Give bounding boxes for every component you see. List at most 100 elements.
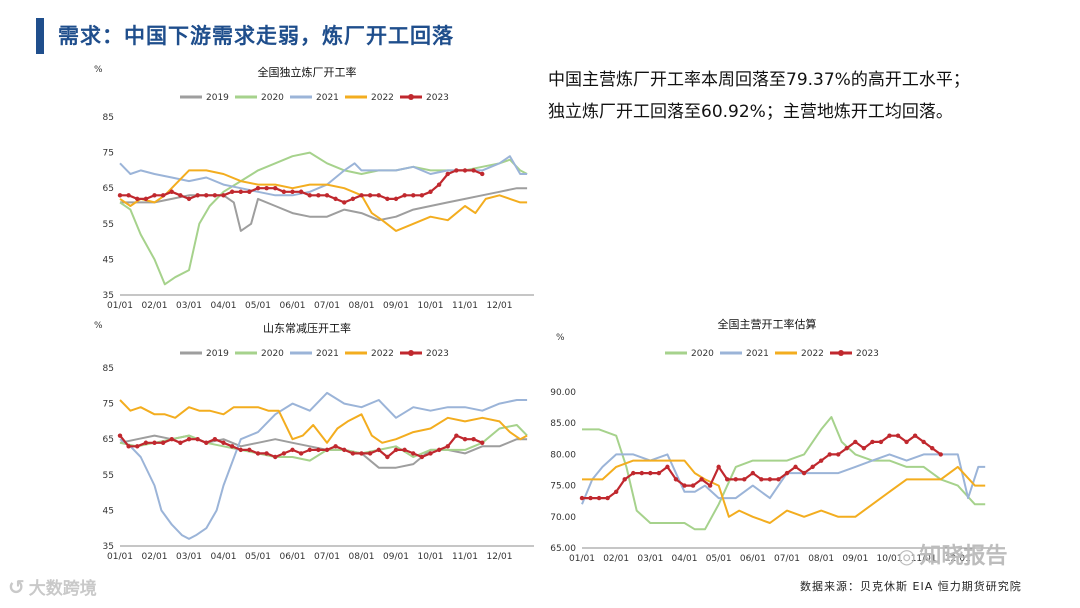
series-point-2023 <box>471 437 476 442</box>
x-tick-label: 09/01 <box>383 301 409 311</box>
series-point-2023 <box>376 193 381 198</box>
series-point-2023 <box>152 193 157 198</box>
legend-label-2021: 2021 <box>746 349 769 359</box>
series-line-2021 <box>581 453 986 505</box>
legend-label-2021: 2021 <box>316 349 339 359</box>
legend-label-2021: 2021 <box>316 93 339 103</box>
x-tick-label: 04/01 <box>672 554 698 564</box>
series-point-2023 <box>665 464 670 470</box>
series-point-2023 <box>776 477 781 482</box>
y-tick-label: 35 <box>103 542 114 552</box>
x-tick-label: 12/01 <box>487 552 513 562</box>
series-point-2023 <box>143 196 149 202</box>
x-tick-label: 06/01 <box>280 301 306 311</box>
series-point-2023 <box>333 444 338 449</box>
series-point-2023 <box>229 444 235 449</box>
series-line-2020 <box>582 416 986 531</box>
x-tick-label: 10/01 <box>418 552 444 562</box>
series-point-2023 <box>186 437 192 442</box>
series-point-2023 <box>428 451 433 456</box>
x-tick-label: 01/01 <box>569 554 595 564</box>
legend-label-2020: 2020 <box>261 349 284 359</box>
x-tick-label: 04/01 <box>211 552 237 562</box>
series-point-2023 <box>844 445 849 451</box>
chart-shandong-distillation: 山东常减压开工率% 2019 2020 2021 2022 2023 35 45 55 65 75 8… <box>94 321 534 562</box>
x-tick-label: 07/01 <box>314 552 340 562</box>
series-point-2023 <box>733 477 738 482</box>
series-point-2023 <box>436 182 442 187</box>
chart-title: 全国主营开工率估算 <box>718 317 817 331</box>
series-point-2023 <box>298 189 304 194</box>
x-tick-label: 05/01 <box>245 301 271 311</box>
series-line-2022 <box>119 399 528 444</box>
y-axis-unit: % <box>94 65 103 75</box>
series-point-2023 <box>750 470 756 476</box>
x-tick-label: 02/01 <box>603 554 629 564</box>
series-line-2022 <box>119 169 528 232</box>
series-line-2023 <box>582 434 942 500</box>
series-point-2023 <box>376 447 381 453</box>
series-point-2023 <box>160 440 166 445</box>
series-point-2023 <box>930 445 935 451</box>
watermark-left: ↺ 大数跨境 <box>8 574 97 599</box>
x-tick-label: 09/01 <box>383 552 409 562</box>
series-point-2023 <box>247 447 252 453</box>
series-point-2023 <box>247 189 252 194</box>
chart-independent-refinery: 全国独立炼厂开工率% 2019 2020 2021 2022 2023 35 45 55 65 75… <box>94 65 534 311</box>
series-point-2023 <box>195 437 200 442</box>
series-point-2023 <box>673 477 679 482</box>
chart-title: 山东常减压开工率 <box>263 321 351 335</box>
series-line-2021 <box>119 391 528 540</box>
y-tick-label: 75 <box>103 400 114 410</box>
series-point-2023 <box>350 451 356 456</box>
series-point-2023 <box>480 440 485 445</box>
series-point-2023 <box>870 439 875 445</box>
series-point-2023 <box>229 189 235 194</box>
series-point-2023 <box>454 168 459 173</box>
x-tick-label: 12/01 <box>487 301 513 311</box>
commentary-line-1: 中国主营炼厂开工率本周回落至79.37%的高开工水平； <box>548 70 970 90</box>
series-point-2023 <box>895 433 901 438</box>
series-point-2023 <box>639 470 644 476</box>
series-point-2023 <box>411 193 416 198</box>
series-point-2023 <box>878 439 884 445</box>
data-source: 数据来源：贝克休斯 EIA 恒力期货研究院 <box>800 580 1022 593</box>
y-tick-label: 55 <box>103 220 114 230</box>
series-point-2023 <box>938 452 943 457</box>
legend-label-2020: 2020 <box>691 349 714 359</box>
series-point-2023 <box>186 196 192 202</box>
series-point-2023 <box>238 447 243 453</box>
series-point-2023 <box>445 171 450 177</box>
series-point-2023 <box>921 439 926 445</box>
y-tick-label: 70.00 <box>550 513 576 523</box>
series-point-2023 <box>402 193 407 198</box>
x-tick-label: 08/01 <box>808 554 834 564</box>
series-point-2023 <box>648 470 653 476</box>
series-point-2023 <box>622 477 627 482</box>
series-point-2023 <box>699 477 704 482</box>
y-axis-unit: % <box>556 333 565 343</box>
y-tick-label: 85 <box>103 113 114 123</box>
title-accent-bar <box>36 18 44 54</box>
x-tick-label: 08/01 <box>349 301 375 311</box>
y-tick-label: 45 <box>103 506 114 516</box>
series-point-2023 <box>333 196 338 202</box>
legend-marker-2023 <box>408 350 414 356</box>
series-point-2023 <box>342 200 347 205</box>
wechat-icon: ◎ <box>898 544 916 568</box>
series-point-2023 <box>393 447 399 453</box>
y-tick-label: 65 <box>103 184 114 194</box>
series-point-2023 <box>393 196 399 202</box>
x-tick-label: 10/01 <box>418 301 444 311</box>
series-point-2023 <box>411 451 416 456</box>
series-point-2023 <box>419 193 425 198</box>
legend-label-2020: 2020 <box>261 93 284 103</box>
x-tick-label: 11/01 <box>911 554 937 564</box>
x-tick-label: 09/01 <box>842 554 868 564</box>
series-point-2023 <box>784 470 790 476</box>
series-point-2023 <box>367 193 373 198</box>
series-point-2023 <box>204 193 209 198</box>
series-point-2023 <box>445 444 450 449</box>
y-tick-label: 55 <box>103 471 114 481</box>
series-point-2023 <box>436 447 442 453</box>
